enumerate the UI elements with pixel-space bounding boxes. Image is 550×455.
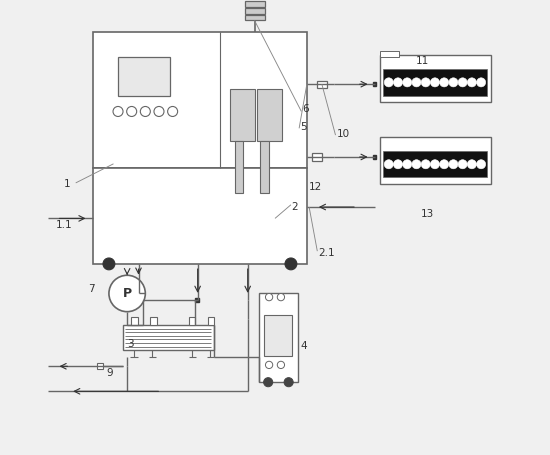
Bar: [373, 155, 376, 159]
Circle shape: [468, 78, 476, 87]
Text: 13: 13: [421, 209, 434, 219]
Text: 2: 2: [291, 202, 298, 212]
Bar: [208, 317, 214, 325]
Circle shape: [384, 78, 393, 87]
Text: P: P: [123, 287, 131, 300]
Bar: [118, 57, 170, 96]
Circle shape: [403, 78, 412, 87]
Circle shape: [439, 160, 449, 169]
Circle shape: [154, 106, 164, 116]
Bar: [123, 325, 213, 350]
Circle shape: [393, 160, 403, 169]
Text: 1: 1: [63, 179, 70, 189]
Circle shape: [449, 160, 458, 169]
Bar: [383, 69, 487, 96]
Circle shape: [263, 378, 273, 387]
Circle shape: [421, 78, 430, 87]
Bar: [312, 153, 322, 161]
Circle shape: [412, 160, 421, 169]
Circle shape: [458, 78, 467, 87]
Circle shape: [476, 78, 486, 87]
Text: 7: 7: [89, 284, 95, 294]
Circle shape: [476, 160, 486, 169]
Bar: [379, 51, 399, 57]
Bar: [131, 317, 138, 325]
Bar: [264, 315, 292, 356]
Circle shape: [431, 160, 439, 169]
Circle shape: [284, 378, 293, 387]
Text: 3: 3: [127, 339, 134, 349]
Circle shape: [403, 160, 412, 169]
Bar: [93, 32, 307, 168]
Circle shape: [412, 78, 421, 87]
Text: 10: 10: [337, 129, 350, 139]
Circle shape: [449, 78, 458, 87]
Text: 1.1: 1.1: [56, 220, 72, 230]
Bar: [97, 363, 103, 369]
Bar: [195, 298, 199, 302]
Circle shape: [421, 160, 430, 169]
Circle shape: [266, 361, 273, 369]
Circle shape: [468, 160, 476, 169]
Bar: [93, 168, 307, 264]
Bar: [383, 151, 487, 177]
Text: 2.1: 2.1: [318, 248, 335, 258]
Circle shape: [277, 293, 284, 301]
Bar: [245, 15, 265, 20]
Circle shape: [113, 106, 123, 116]
Text: 12: 12: [309, 182, 322, 192]
Circle shape: [431, 78, 439, 87]
Circle shape: [277, 361, 284, 369]
Circle shape: [266, 293, 273, 301]
Bar: [379, 55, 491, 102]
Bar: [245, 1, 265, 7]
Bar: [373, 82, 376, 86]
Text: 6: 6: [302, 104, 309, 114]
Circle shape: [168, 106, 178, 116]
Circle shape: [126, 106, 137, 116]
Circle shape: [103, 258, 115, 270]
Text: 9: 9: [107, 368, 113, 378]
Bar: [229, 89, 255, 141]
Bar: [189, 317, 195, 325]
Bar: [245, 8, 265, 14]
Bar: [257, 89, 282, 141]
Circle shape: [285, 258, 297, 270]
Circle shape: [439, 78, 449, 87]
Text: 5: 5: [300, 122, 307, 132]
Bar: [261, 141, 268, 193]
Bar: [235, 141, 243, 193]
Bar: [317, 81, 327, 88]
Bar: [150, 317, 157, 325]
Circle shape: [140, 106, 150, 116]
Text: 4: 4: [300, 341, 307, 351]
Circle shape: [384, 160, 393, 169]
Bar: [379, 136, 491, 184]
Circle shape: [393, 78, 403, 87]
Bar: [259, 293, 298, 382]
Circle shape: [109, 275, 145, 312]
Text: 11: 11: [416, 56, 430, 66]
Circle shape: [458, 160, 467, 169]
